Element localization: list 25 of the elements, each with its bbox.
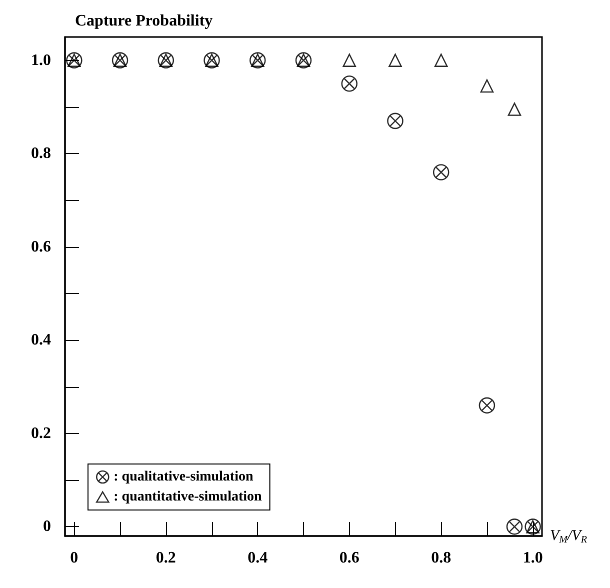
x-tick-label: 0.4: [248, 550, 268, 566]
x-tick-label: 0.2: [156, 550, 176, 566]
x-tick-label: 0.6: [339, 550, 360, 566]
y-tick-label: 0: [43, 518, 51, 536]
point: [478, 397, 496, 414]
x-tick-label: 1.0: [522, 550, 543, 566]
point: [341, 76, 358, 92]
point: [434, 54, 448, 67]
y-tick-label: 0.4: [31, 332, 51, 349]
point: [508, 102, 522, 116]
legend-label: : quantitative-simulation: [114, 490, 262, 504]
point: [388, 54, 402, 67]
y-tick-label: 1.0: [31, 52, 51, 69]
x-tick-label: 0.8: [431, 550, 452, 566]
point: [506, 518, 523, 535]
y-tick-label: 0.8: [31, 145, 51, 162]
point: [342, 54, 356, 67]
x-tick-label: 0: [70, 550, 78, 566]
point: [432, 164, 450, 180]
point: [480, 79, 494, 93]
y-tick-label: 0.6: [31, 238, 51, 256]
chart-title: Capture Probability: [75, 12, 213, 30]
legend-label: : qualitative-simulation: [114, 470, 254, 484]
y-tick-label: 0.2: [31, 424, 51, 442]
point: [387, 112, 404, 130]
